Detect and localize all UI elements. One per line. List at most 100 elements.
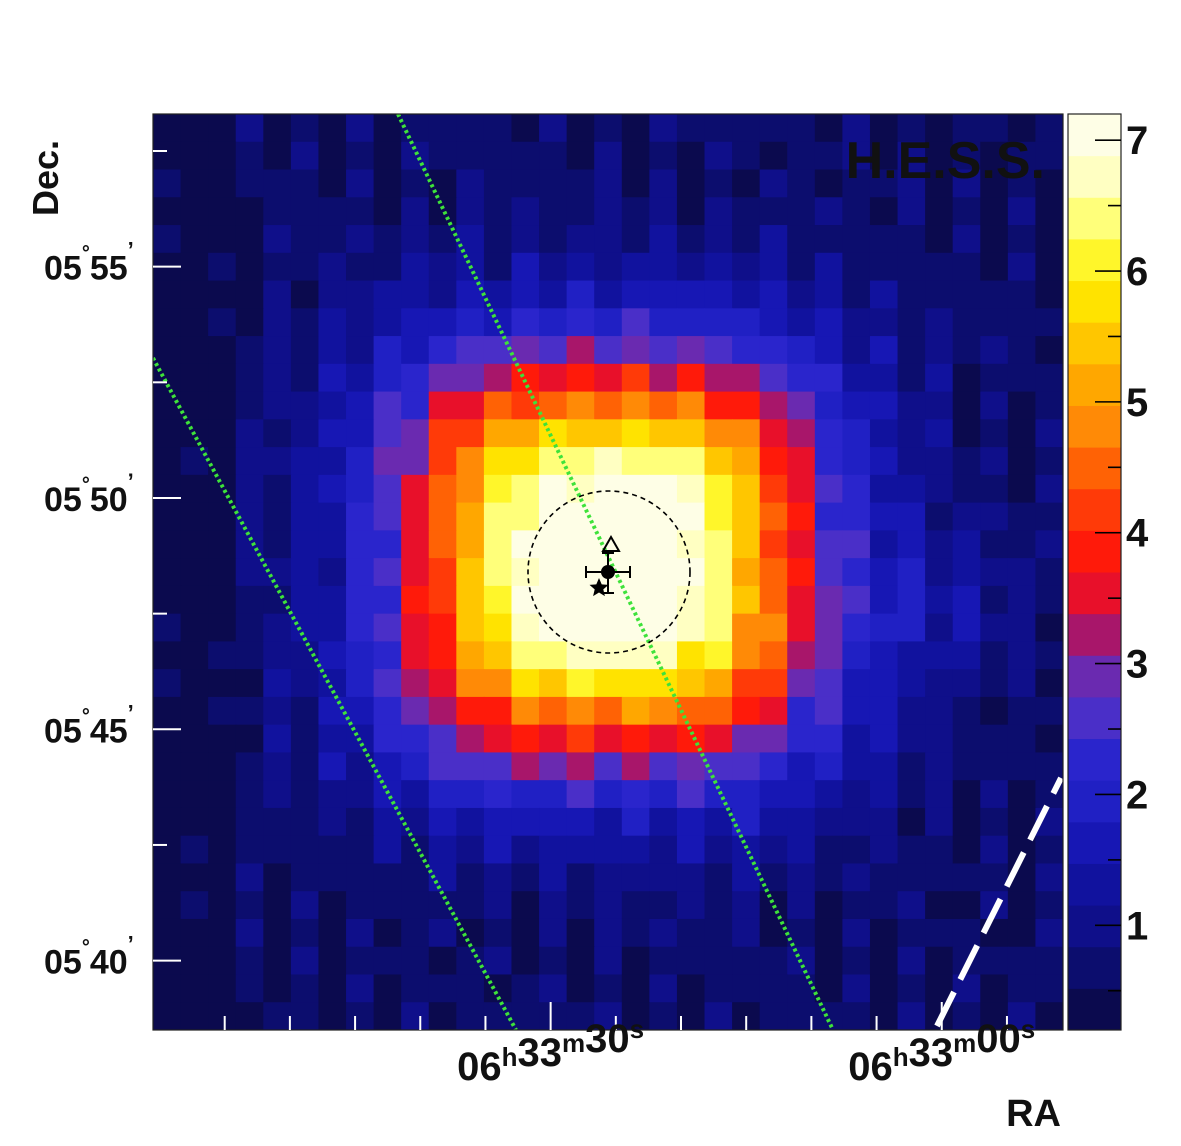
- heatmap-cell: [925, 308, 954, 337]
- heatmap-cell: [483, 197, 513, 226]
- heatmap-cell: [373, 252, 402, 282]
- heatmap-cell: [290, 225, 320, 254]
- heatmap-cell: [263, 474, 292, 504]
- heatmap-cell: [180, 585, 209, 615]
- heatmap-cell: [180, 474, 209, 504]
- heatmap-cell: [153, 807, 182, 837]
- heatmap-cell: [759, 419, 788, 448]
- heatmap-cell: [1007, 724, 1037, 754]
- heatmap-cell: [869, 141, 899, 171]
- heatmap-cell: [180, 807, 209, 837]
- heatmap-cell: [980, 169, 1009, 198]
- heatmap-cell: [594, 197, 623, 226]
- heatmap-cell: [263, 530, 292, 559]
- heatmap-cell: [732, 447, 761, 476]
- heatmap-cell: [814, 946, 843, 976]
- heatmap-cell: [704, 530, 733, 559]
- heatmap-cell: [594, 419, 623, 448]
- heatmap-cell: [869, 918, 899, 948]
- heatmap-cell: [594, 447, 623, 476]
- heatmap-cell: [1007, 502, 1037, 531]
- heatmap-cell: [428, 669, 457, 698]
- heatmap-cell: [897, 280, 926, 309]
- heatmap-cell: [180, 225, 209, 254]
- heatmap-cell: [842, 835, 871, 865]
- heatmap-cell: [1035, 169, 1063, 198]
- heatmap-cell: [704, 114, 733, 143]
- heatmap-cell: [208, 558, 237, 587]
- heatmap-cell: [704, 336, 733, 365]
- heatmap-cell: [704, 308, 733, 337]
- heatmap-cell: [566, 114, 595, 143]
- heatmap-cell: [925, 863, 954, 892]
- heatmap-cell: [373, 585, 402, 615]
- heatmap-cell: [235, 807, 264, 837]
- heatmap-cell: [759, 225, 788, 254]
- heatmap-cell: [676, 336, 706, 365]
- heatmap-cell: [925, 558, 954, 587]
- heatmap-cell: [869, 363, 899, 393]
- heatmap-cell: [401, 918, 430, 948]
- heatmap-cell: [787, 474, 816, 504]
- heatmap-cell: [428, 974, 457, 1003]
- heatmap-cell: [235, 613, 264, 642]
- heatmap-cell: [1007, 752, 1037, 781]
- heatmap-cell: [814, 918, 843, 948]
- heatmap-cell: [511, 974, 540, 1003]
- heatmap-cell: [842, 1002, 871, 1030]
- heatmap-cell: [318, 169, 347, 198]
- heatmap-cell: [318, 1002, 347, 1030]
- heatmap-cell: [263, 363, 292, 393]
- heatmap-cell: [732, 696, 761, 726]
- heatmap-cell: [539, 114, 568, 143]
- heatmap-cell: [952, 613, 981, 642]
- heatmap-cell: [208, 946, 237, 976]
- heatmap-cell: [1035, 530, 1063, 559]
- heatmap-cell: [318, 696, 347, 726]
- heatmap-cell: [621, 391, 650, 420]
- heatmap-cell: [346, 863, 375, 892]
- heatmap-cell: [180, 363, 209, 393]
- heatmap-cell: [869, 252, 899, 282]
- heatmap-cell: [897, 946, 926, 976]
- heatmap-cell: [925, 641, 954, 670]
- heatmap-cell: [1035, 835, 1063, 865]
- heatmap-cell: [511, 447, 540, 476]
- heatmap-cell: [290, 1002, 320, 1030]
- heatmap-cell: [373, 863, 402, 892]
- heatmap-cell: [869, 696, 899, 726]
- heatmap-cell: [649, 863, 678, 892]
- heatmap-cell: [1007, 252, 1037, 282]
- heatmap-cell: [787, 752, 816, 781]
- heatmap-cell: [869, 225, 899, 254]
- colorbar-level: [1068, 363, 1121, 406]
- heatmap-cell: [263, 308, 292, 337]
- heatmap-cell: [290, 363, 320, 393]
- heatmap-cell: [621, 669, 650, 698]
- heatmap-cell: [235, 391, 264, 420]
- heatmap-cell: [401, 641, 430, 670]
- heatmap-cell: [952, 336, 981, 365]
- heatmap-cell: [566, 752, 595, 781]
- heatmap-cell: [456, 696, 485, 726]
- heatmap-cell: [373, 613, 402, 642]
- heatmap-cell: [180, 946, 209, 976]
- heatmap-cell: [180, 669, 209, 698]
- heatmap-cell: [814, 835, 843, 865]
- heatmap-cell: [428, 419, 457, 448]
- heatmap-cell: [318, 502, 347, 531]
- heatmap-cell: [1007, 114, 1037, 143]
- heatmap-cell: [676, 807, 706, 837]
- heatmap-cell: [621, 918, 650, 948]
- heatmap-cell: [456, 169, 485, 198]
- heatmap-cell: [980, 280, 1009, 309]
- heatmap-cell: [401, 169, 430, 198]
- heatmap-cell: [566, 336, 595, 365]
- heatmap-cell: [732, 752, 761, 781]
- heatmap-cell: [566, 225, 595, 254]
- colorbar-level: [1068, 696, 1121, 740]
- heatmap-cell: [952, 114, 981, 143]
- heatmap-cell: [787, 585, 816, 615]
- heatmap-cell: [897, 724, 926, 754]
- heatmap-cell: [208, 1002, 237, 1030]
